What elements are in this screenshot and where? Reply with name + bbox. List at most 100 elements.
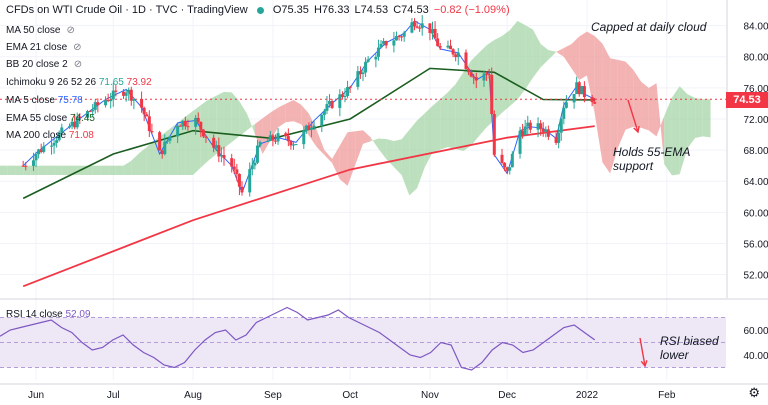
candle-up [518, 130, 522, 154]
candle-down [140, 98, 144, 108]
candle-up [392, 40, 396, 46]
eye-off-icon[interactable]: ⊘ [73, 59, 83, 70]
x-tick-label: Sep [264, 390, 282, 401]
candle-down [454, 54, 458, 58]
candle-down [541, 128, 545, 132]
candle-down [88, 111, 92, 113]
candle-down [289, 141, 293, 146]
candle-up [557, 132, 561, 143]
y-tick-label: 80.00 [743, 53, 768, 64]
candle-down [160, 150, 164, 155]
arrow-ema [627, 99, 639, 133]
rsi-legend[interactable]: RSI 14 close 52.09 [6, 309, 91, 320]
last-price-tag: 74.53 [726, 92, 768, 108]
cloud-bear-segment [617, 59, 626, 148]
bb20-legend[interactable]: BB 20 close 2 ⊘ [6, 59, 82, 70]
candle-up [304, 125, 308, 131]
candle-up [86, 111, 90, 118]
candle-up [536, 123, 540, 130]
candle-up [446, 45, 450, 48]
annotation-ema-line2: support [613, 159, 654, 173]
cloud-bull-segment [15, 165, 24, 176]
candle-up [42, 146, 46, 152]
candle-down [415, 26, 419, 28]
cloud-bear-segment [594, 35, 603, 163]
candle-down [73, 121, 77, 128]
gear-icon[interactable]: ⚙ [748, 385, 760, 400]
ma200-legend[interactable]: MA 200 close 71.08 [6, 130, 94, 141]
candle-up [376, 47, 380, 57]
candle-up [194, 117, 198, 127]
candle-up [258, 141, 262, 146]
candle-up [68, 126, 72, 128]
candle-up [127, 89, 131, 93]
ma5-legend[interactable]: MA 5 close 75.78 [6, 95, 83, 106]
interval[interactable]: 1D [131, 4, 146, 16]
ma200-value: 71.08 [68, 130, 94, 141]
candle-down [307, 125, 311, 130]
candle-up [49, 145, 53, 147]
candlesticks [21, 15, 597, 197]
cloud-bull-segment [108, 165, 116, 176]
candle-up [93, 102, 97, 110]
close-value: C74.53 [393, 4, 429, 16]
candle-up [379, 43, 383, 48]
cloud-bear-segment [579, 31, 587, 81]
candle-up [366, 59, 370, 62]
ma50-legend[interactable]: MA 50 close ⊘ [6, 25, 75, 36]
cloud-bull-segment [216, 91, 224, 155]
candle-up [482, 73, 486, 81]
ichimoku-legend[interactable]: Ichimoku 9 26 52 26 71.65 73.92 [6, 77, 152, 88]
cloud-bull-segment [7, 165, 16, 176]
annotation-rsi-line2: lower [660, 348, 689, 362]
cloud-bear-segment [285, 100, 294, 123]
cloud-bull-segment [0, 165, 8, 176]
candle-down [178, 125, 182, 127]
cloud-bear-segment [363, 130, 371, 144]
rsi-line [0, 306, 596, 371]
cloud-bull-segment [440, 92, 448, 150]
candle-down [186, 126, 190, 128]
ema55-legend[interactable]: EMA 55 close 74.45 [6, 113, 95, 124]
candle-down [546, 129, 550, 137]
candle-up [346, 86, 350, 96]
candle-down [78, 116, 82, 118]
cloud-bull-segment [409, 120, 418, 196]
cloud-bull-segment [61, 165, 70, 176]
candle-down [449, 45, 453, 50]
eye-off-icon[interactable]: ⊘ [73, 42, 82, 53]
candle-up [219, 155, 223, 157]
symbol-name[interactable]: CFDs on WTI Crude Oil [6, 4, 123, 16]
candle-down [577, 82, 581, 95]
change-value: −0.82 (−1.09%) [433, 4, 510, 16]
candle-up [176, 125, 180, 137]
candle-down [201, 129, 205, 137]
candle-down [358, 71, 362, 75]
cloud-bull-segment [386, 138, 394, 168]
candle-down [21, 165, 25, 167]
cloud-bear-segment [355, 130, 363, 165]
data-source: TVC [155, 4, 178, 16]
rsi-panel [0, 306, 726, 371]
candle-down [492, 113, 496, 155]
ema21-label: EMA 21 close [6, 42, 68, 53]
candle-down [418, 27, 422, 29]
candle-up [575, 82, 579, 95]
candle-up [124, 92, 128, 96]
cloud-bull-segment [540, 44, 549, 68]
candle-down [122, 91, 126, 96]
candle-up [523, 126, 527, 135]
candle-up [37, 149, 41, 155]
candle-up [361, 72, 365, 75]
high-value: H76.33 [313, 4, 350, 16]
ema21-legend[interactable]: EMA 21 close ⊘ [6, 42, 82, 53]
eye-off-icon[interactable]: ⊘ [66, 25, 75, 36]
cloud-bear-segment [332, 145, 340, 180]
candle-up [364, 61, 368, 73]
cloud-bull-segment [208, 95, 217, 161]
candle-down [150, 131, 154, 133]
ichimoku-label: Ichimoku 9 26 52 26 [6, 77, 97, 88]
cloud-bull-segment [417, 113, 425, 189]
candle-up [312, 125, 316, 128]
